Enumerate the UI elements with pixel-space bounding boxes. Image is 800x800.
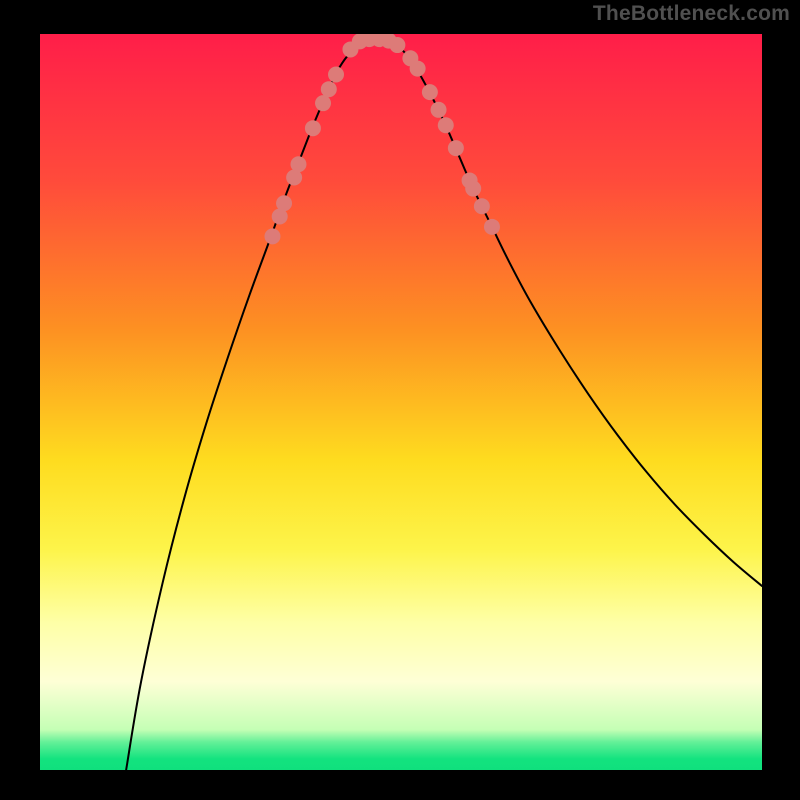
data-marker: [264, 228, 280, 244]
data-marker: [276, 195, 292, 211]
data-marker: [484, 219, 500, 235]
data-marker: [305, 120, 321, 136]
chart-background: [40, 34, 762, 770]
data-marker: [321, 81, 337, 97]
data-marker: [290, 156, 306, 172]
chart-canvas: TheBottleneck.com: [0, 0, 800, 800]
watermark-text: TheBottleneck.com: [593, 2, 790, 26]
data-marker: [422, 84, 438, 100]
data-marker: [410, 61, 426, 77]
data-marker: [448, 140, 464, 156]
data-marker: [474, 198, 490, 214]
data-marker: [389, 37, 405, 53]
data-marker: [431, 102, 447, 118]
data-marker: [438, 117, 454, 133]
bottleneck-chart: [40, 34, 762, 770]
data-marker: [315, 95, 331, 111]
data-marker: [465, 181, 481, 197]
data-marker: [328, 66, 344, 82]
